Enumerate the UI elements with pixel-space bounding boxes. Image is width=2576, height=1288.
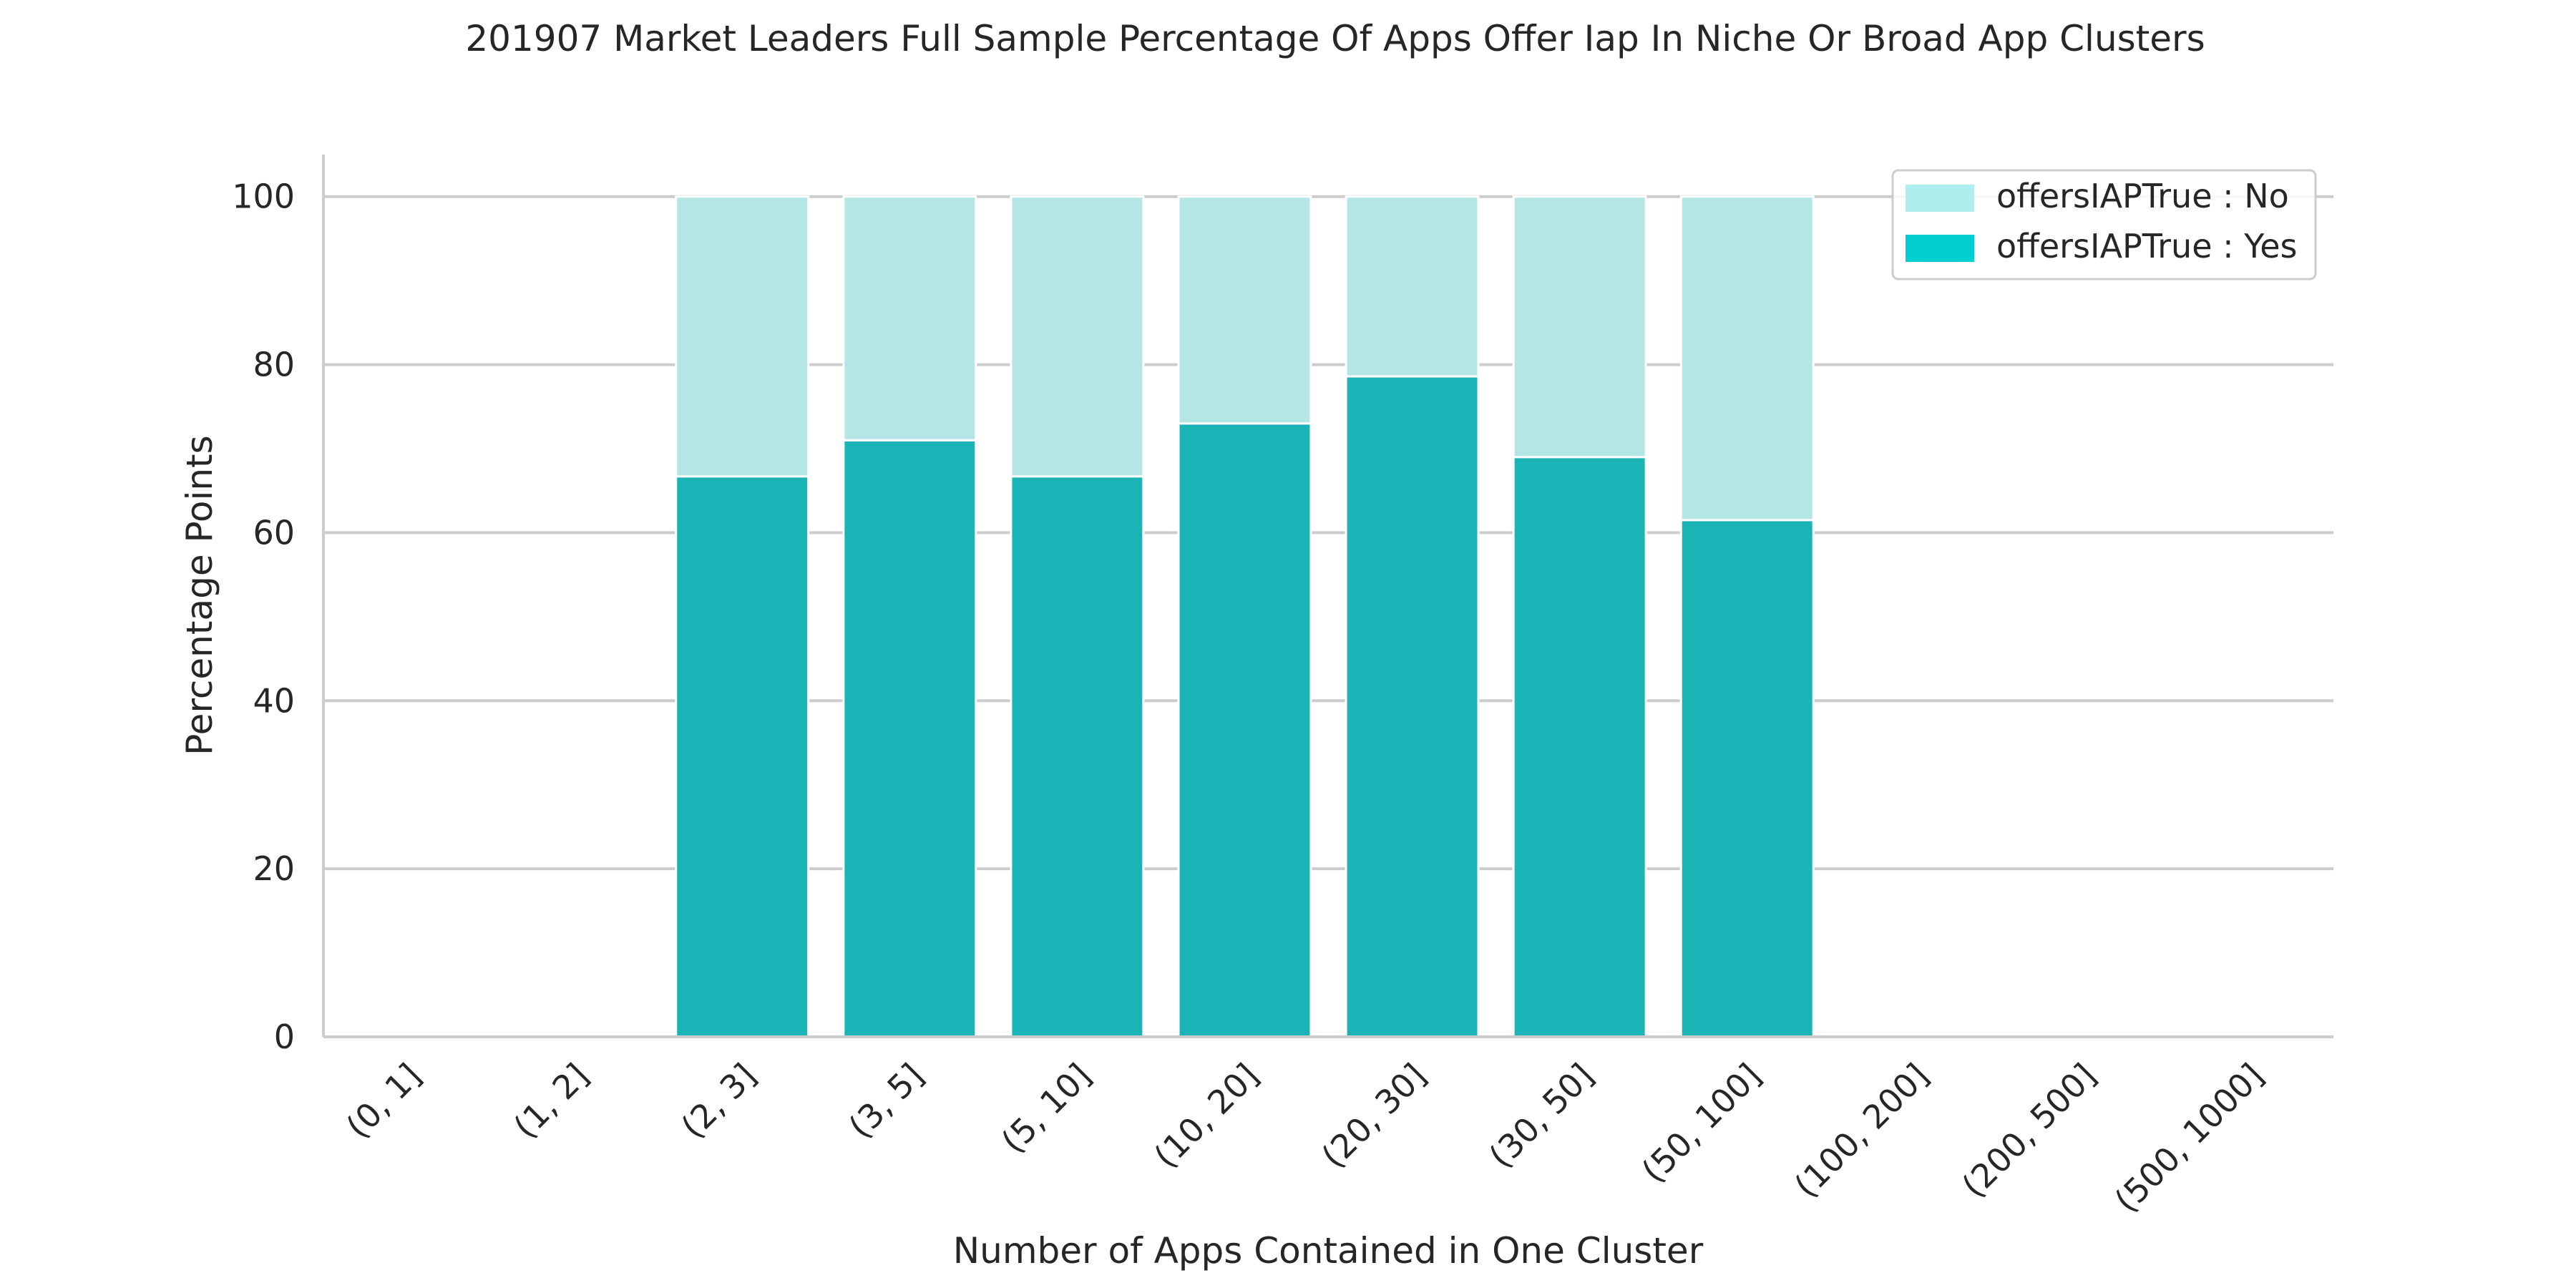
x-tick-label: (10, 20] xyxy=(1146,1056,1266,1176)
bar-no xyxy=(1679,195,1815,522)
bar-yes xyxy=(1512,456,1647,1038)
bar-no xyxy=(1010,195,1145,478)
bar-no xyxy=(1345,195,1480,378)
x-tick-label: (200, 500] xyxy=(1954,1056,2103,1205)
bar-no xyxy=(675,195,810,478)
bar-no xyxy=(1177,195,1312,425)
bar-yes xyxy=(675,475,810,1038)
x-tick-label: (50, 100] xyxy=(1634,1056,1769,1191)
y-tick-label: 20 xyxy=(253,849,295,888)
chart-title: 201907 Market Leaders Full Sample Percen… xyxy=(465,18,2205,59)
x-tick-label: (1, 2] xyxy=(506,1056,596,1146)
x-tick-label: (30, 50] xyxy=(1481,1056,1601,1176)
bar-yes xyxy=(1010,475,1145,1038)
legend-frame xyxy=(1891,169,2317,280)
y-tick-label: 40 xyxy=(253,681,295,720)
y-tick-labels: 0 20 40 60 80 100 xyxy=(232,177,295,1056)
bars xyxy=(675,195,1815,1038)
bar-yes xyxy=(1345,375,1480,1038)
x-tick-label: (0, 1] xyxy=(338,1056,429,1146)
bar-no xyxy=(1512,195,1647,459)
x-tick-label: (5, 10] xyxy=(994,1056,1098,1161)
y-tick-label: 100 xyxy=(232,177,295,216)
legend-label: offersIAPTrue : No xyxy=(1996,177,2289,215)
axes xyxy=(322,155,2333,1038)
x-tick-labels: (0, 1] (1, 2] (2, 3] (3, 5] (5, 10] (10, 20] (… xyxy=(338,1056,2271,1220)
legend: offersIAPTrue : No offersIAPTrue : Yes xyxy=(1891,169,2317,280)
x-tick-label: (20, 30] xyxy=(1314,1056,1433,1176)
bar-yes xyxy=(1177,422,1312,1038)
gridlines xyxy=(323,195,2333,871)
y-tick-label: 0 xyxy=(274,1018,295,1056)
x-tick-label: (500, 1000] xyxy=(2107,1056,2271,1220)
y-tick-label: 60 xyxy=(253,513,295,552)
bar-no xyxy=(842,195,977,441)
y-tick-label: 80 xyxy=(253,346,295,384)
legend-swatch xyxy=(1906,185,1974,212)
x-tick-label: (100, 200] xyxy=(1787,1056,1936,1205)
legend-swatch xyxy=(1906,235,1974,262)
legend-label: offersIAPTrue : Yes xyxy=(1996,227,2298,265)
x-axis-label: Number of Apps Contained in One Cluster xyxy=(953,1230,1704,1272)
bar-yes xyxy=(1679,519,1815,1038)
y-axis-label: Percentage Points xyxy=(179,435,220,755)
x-tick-label: (3, 5] xyxy=(841,1056,931,1146)
bar-yes xyxy=(842,439,977,1038)
x-tick-label: (2, 3] xyxy=(673,1056,763,1146)
